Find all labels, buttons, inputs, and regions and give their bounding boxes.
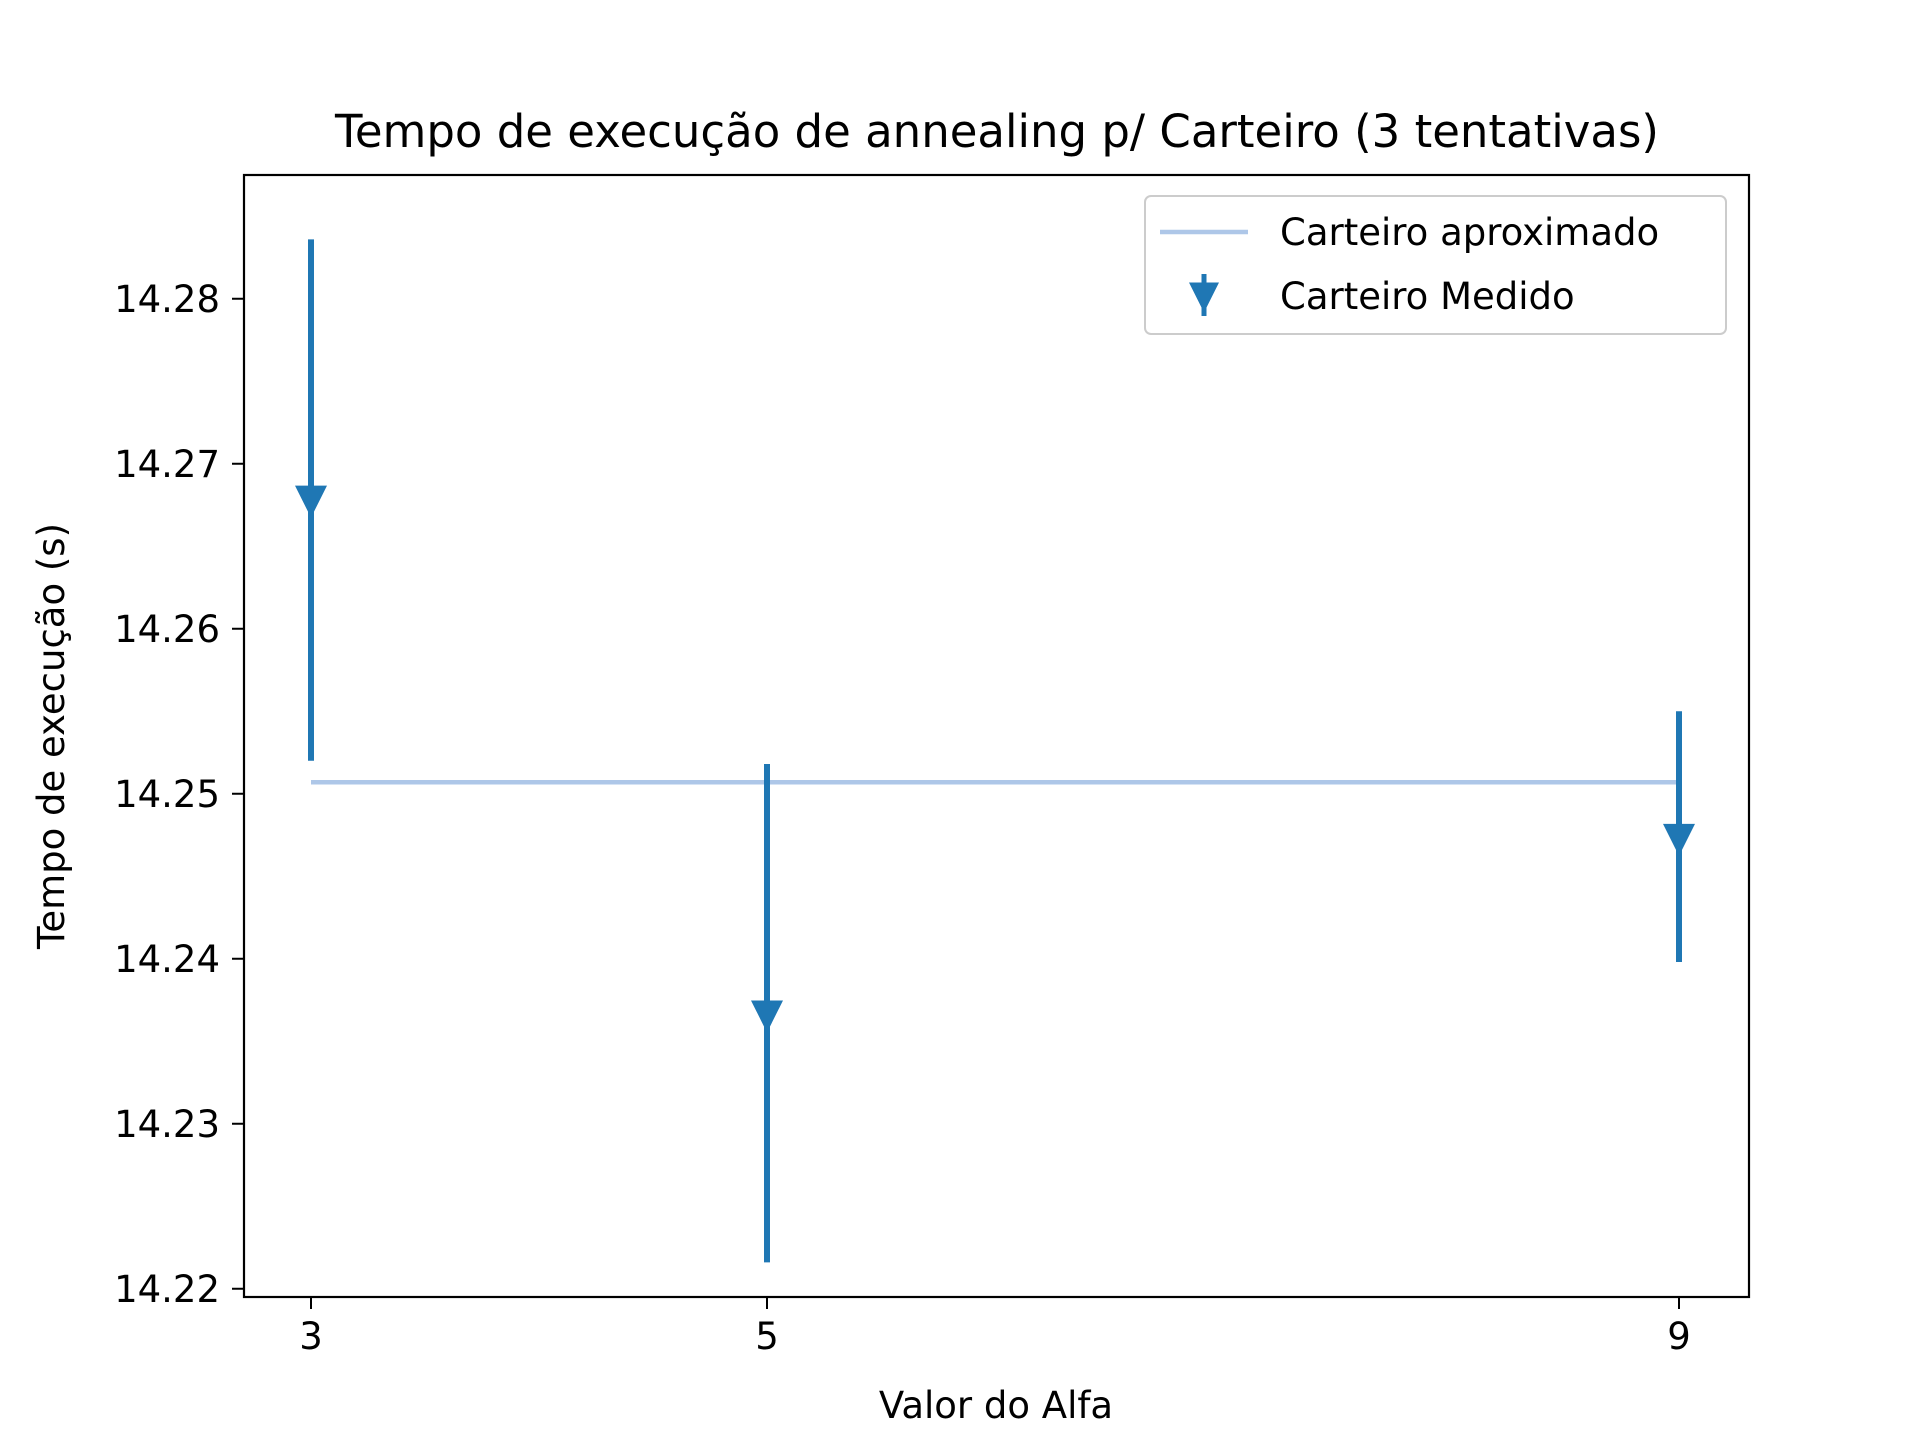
- point-measured: [751, 1000, 783, 1033]
- y-tick-label: 14.28: [114, 278, 220, 321]
- legend: Carteiro aproximado Carteiro Medido: [1144, 195, 1727, 335]
- x-tick-label: 5: [755, 1315, 779, 1358]
- legend-swatch-measured-marker: [1189, 282, 1219, 313]
- legend-frame: [1144, 195, 1727, 335]
- legend-label-measured: Carteiro Medido: [1280, 275, 1575, 318]
- y-tick-label: 14.25: [114, 773, 220, 816]
- x-tick-label: 9: [1667, 1315, 1691, 1358]
- chart-title: Tempo de execução de annealing p/ Cartei…: [334, 105, 1659, 158]
- point-measured: [1663, 823, 1695, 856]
- y-tick-label: 14.27: [114, 443, 220, 486]
- plot-frame: [242, 173, 1751, 1299]
- y-axis: 14.22 14.23 14.24 14.25 14.26 14.27 14.28: [114, 278, 244, 1311]
- y-tick-label: 14.26: [114, 608, 220, 651]
- legend-label-approx: Carteiro aproximado: [1280, 211, 1659, 254]
- x-axis-label: Valor do Alfa: [879, 1384, 1113, 1427]
- x-axis: 3 5 9: [299, 1297, 1691, 1358]
- y-tick-label: 14.24: [114, 938, 220, 981]
- x-tick-label: 3: [299, 1315, 323, 1358]
- plot-area: [295, 239, 1695, 1263]
- y-axis-label: Tempo de execução (s): [30, 523, 73, 950]
- point-measured: [295, 485, 327, 518]
- y-tick-label: 14.22: [114, 1268, 220, 1311]
- y-tick-label: 14.23: [114, 1103, 220, 1146]
